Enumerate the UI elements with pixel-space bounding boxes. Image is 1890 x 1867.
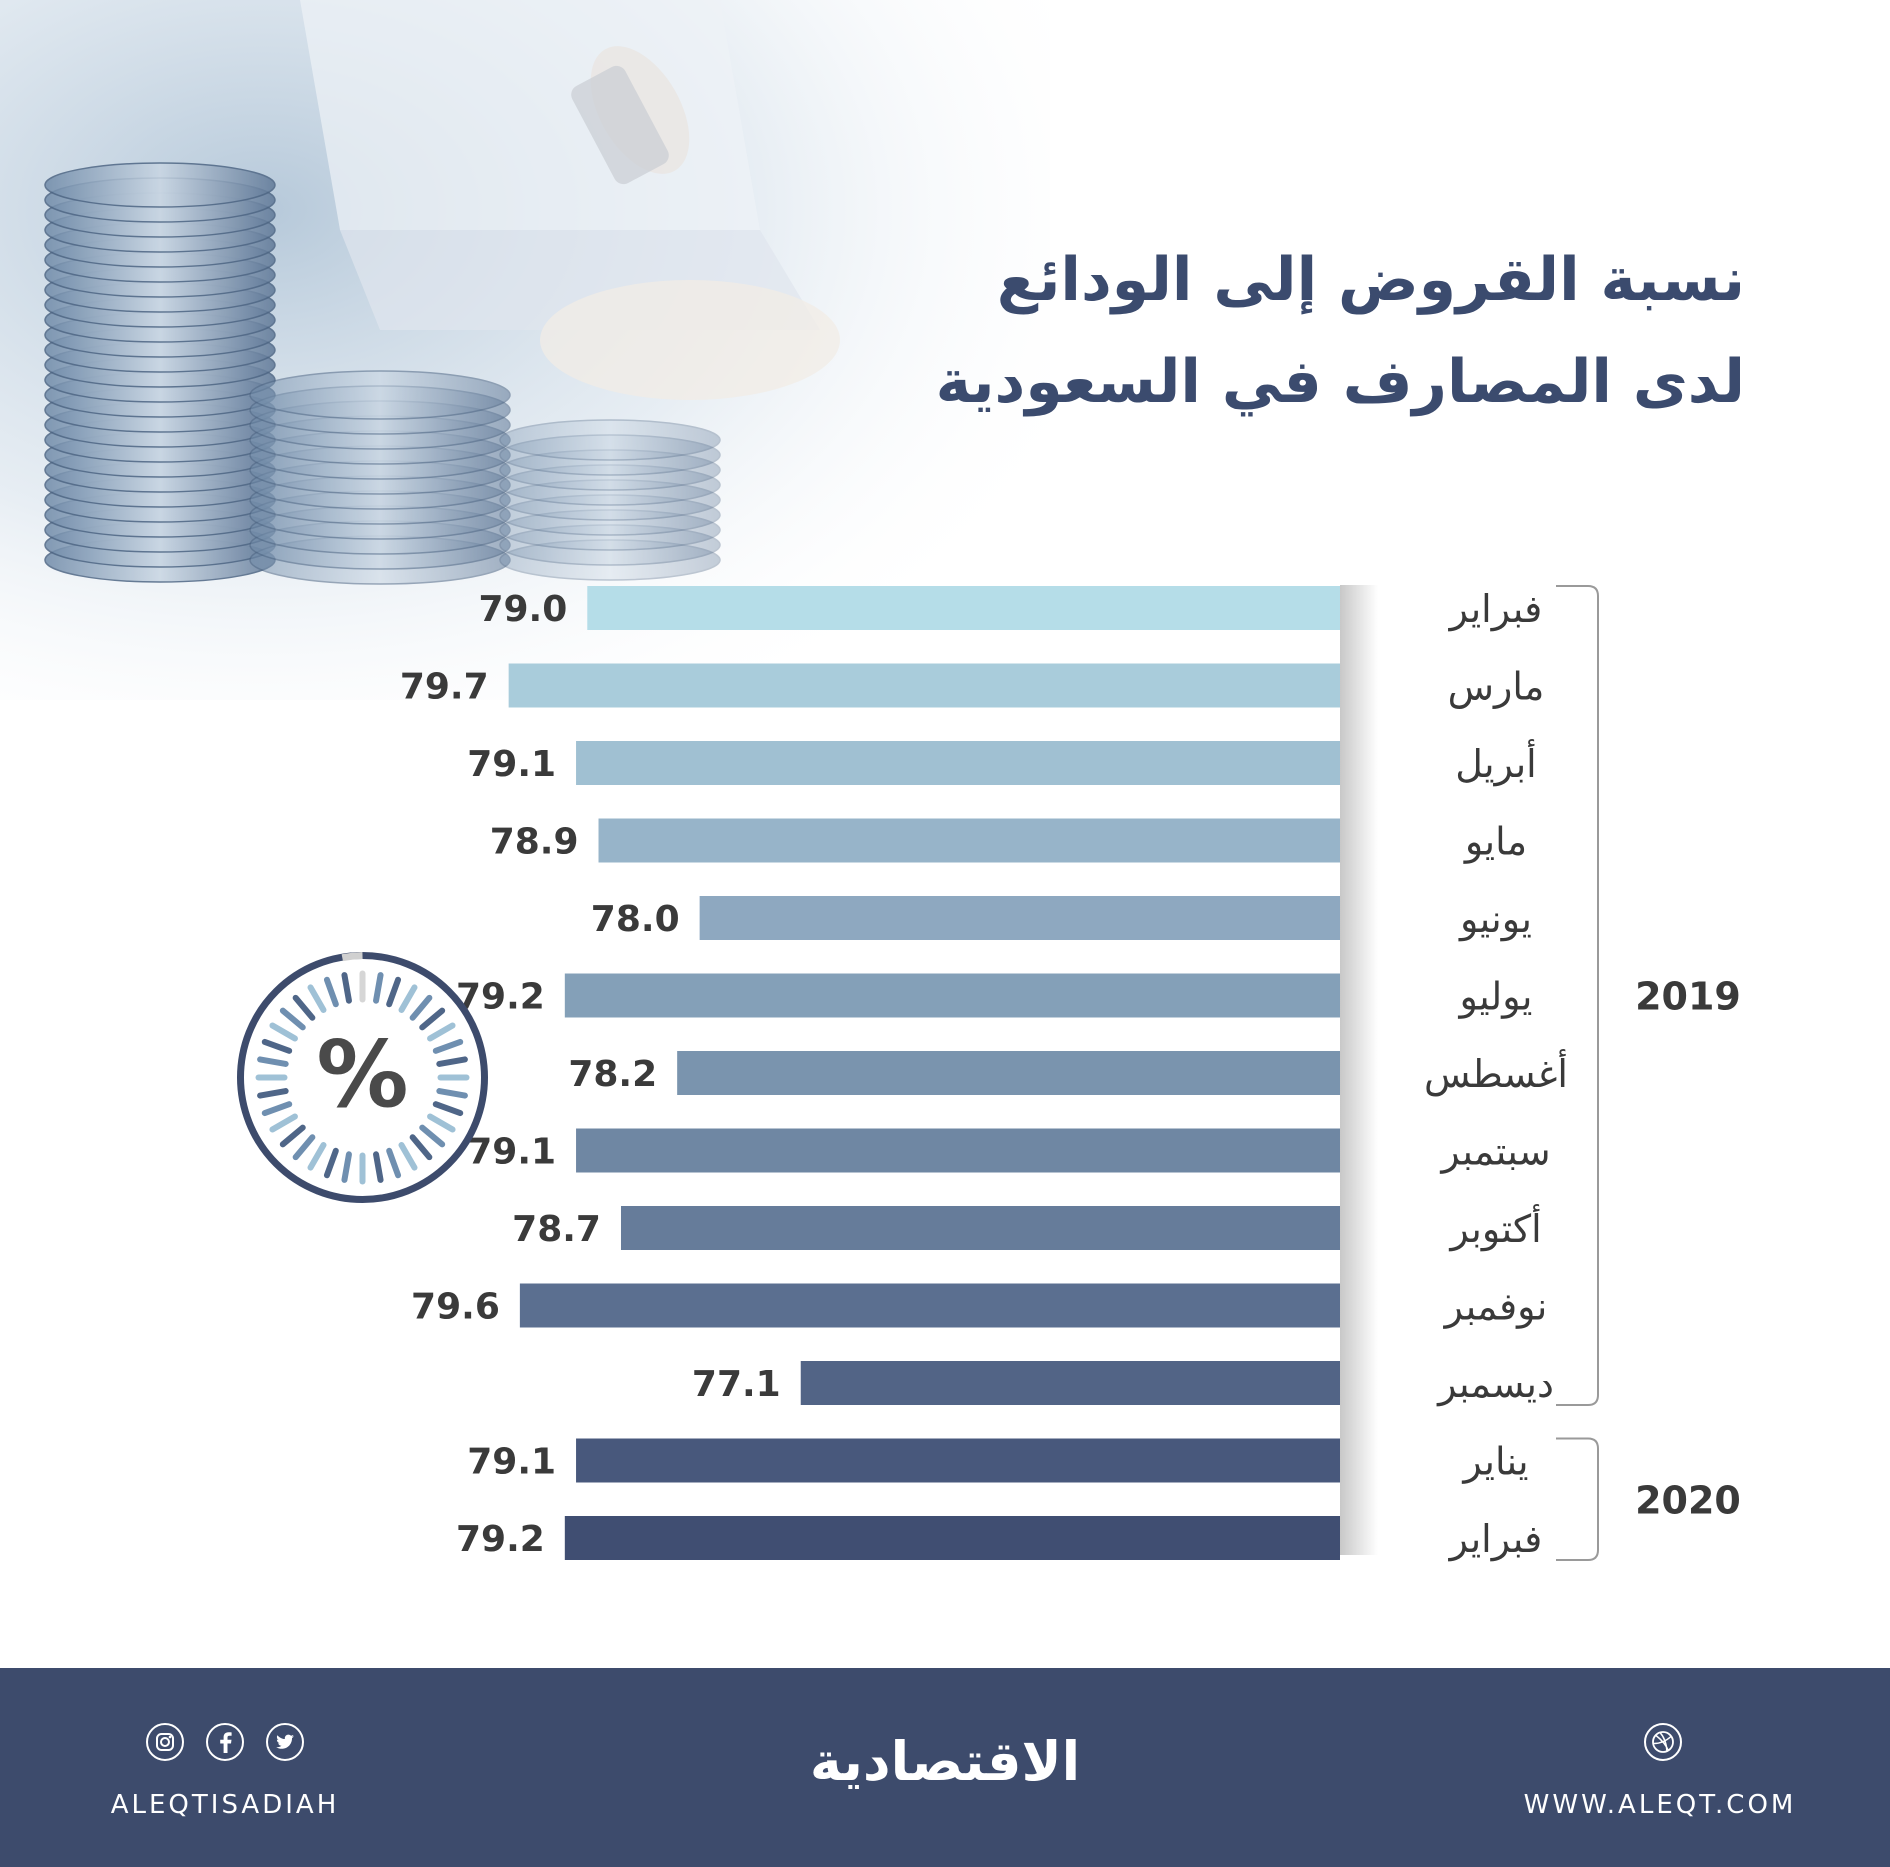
gauge-tick: [323, 976, 339, 1008]
bar-value-label: 78.7: [512, 1209, 601, 1250]
gauge-tick: [386, 976, 402, 1008]
month-label: يوليو: [1458, 975, 1533, 1020]
month-label: مارس: [1448, 665, 1545, 709]
footer: ALEQTISADIAH الاقتصادية WWW.ALEQT.COM: [0, 1668, 1890, 1867]
gauge-tick: [427, 1113, 456, 1133]
month-label: مايو: [1463, 820, 1527, 865]
gauge-tick: [436, 1088, 468, 1099]
bar: [564, 1516, 1340, 1560]
month-label: فبراير: [1448, 587, 1543, 632]
gauge-tick: [427, 1022, 456, 1042]
gauge-tick: [398, 984, 418, 1013]
bar: [576, 741, 1340, 785]
month-label: يونيو: [1458, 897, 1532, 942]
year-label: 2019: [1635, 975, 1741, 1019]
social-handle[interactable]: ALEQTISADIAH: [110, 1790, 340, 1820]
bar-value-label: 79.0: [478, 589, 567, 630]
bar-value-label: 79.2: [456, 977, 545, 1018]
percent-gauge-icon: %: [237, 952, 488, 1203]
month-label: يناير: [1461, 1440, 1528, 1485]
gauge-tick: [307, 1142, 327, 1171]
gauge-tick: [261, 1038, 293, 1054]
bar: [699, 896, 1340, 940]
gauge-tick: [386, 1147, 402, 1179]
gauge-tick: [257, 1088, 289, 1099]
month-label: نوفمبر: [1443, 1285, 1548, 1330]
month-label: ديسمبر: [1436, 1362, 1554, 1407]
gauge-tick: [292, 1134, 316, 1161]
gauge-tick: [279, 1007, 306, 1031]
bar: [576, 1128, 1340, 1173]
bar-value-label: 78.2: [568, 1054, 657, 1095]
month-label: فبراير: [1448, 1517, 1543, 1562]
gauge-tick: [432, 1101, 464, 1117]
bar: [587, 586, 1340, 630]
gauge-tick: [398, 1142, 418, 1171]
bar: [508, 663, 1340, 708]
website-url[interactable]: WWW.ALEQT.COM: [1523, 1790, 1797, 1820]
bar: [519, 1283, 1340, 1328]
bar-value-label: 79.1: [467, 1132, 556, 1173]
bar-chart: 79.0 79.7 79.1 78.9 78.0 79.2 78.2 79.1 78.7 79.6…: [400, 585, 1741, 1562]
bar: [598, 818, 1340, 863]
bar-value-label: 79.1: [467, 744, 556, 785]
gauge-tick: [373, 972, 384, 1004]
bar-value-label: 79.7: [400, 667, 489, 708]
month-label: سبتمبر: [1439, 1130, 1550, 1175]
instagram-icon[interactable]: [145, 1722, 185, 1762]
year-bracket: [1556, 1437, 1599, 1561]
twitter-icon[interactable]: [265, 1722, 305, 1762]
gauge-tick: [279, 1124, 306, 1148]
bar-value-label: 77.1: [692, 1364, 781, 1405]
year-label: 2020: [1635, 1478, 1741, 1522]
bar: [620, 1206, 1340, 1250]
brand-logo: الاقتصادية: [809, 1730, 1081, 1793]
gauge-tick: [341, 1151, 352, 1183]
bar-value-label: 79.1: [467, 1442, 556, 1483]
hero-background: [0, 0, 1050, 700]
bar-value-label: 79.2: [456, 1519, 545, 1560]
chart-subtitle: لدى المصارف في السعودية: [935, 347, 1745, 417]
bar-value-label: 78.0: [591, 899, 680, 940]
axis-shadow: [1340, 585, 1378, 1555]
gauge-tick: [436, 1056, 468, 1067]
percent-symbol: %: [316, 1021, 408, 1128]
gauge-tick: [373, 1151, 384, 1183]
coin-stack-icon: [249, 370, 511, 585]
gauge-tick: [419, 1007, 446, 1031]
gauge-tick: [292, 994, 316, 1021]
chart-title: نسبة القروض إلى الودائع: [996, 245, 1745, 315]
bar-value-label: 78.9: [490, 822, 579, 863]
bar: [800, 1361, 1340, 1405]
month-label: أكتوبر: [1448, 1204, 1541, 1252]
coin-stack-icon: [499, 419, 721, 581]
gauge-tick: [419, 1124, 446, 1148]
bar: [576, 1438, 1340, 1483]
gauge-tick: [269, 1022, 298, 1042]
gauge-tick: [432, 1038, 464, 1054]
bar-value-label: 79.6: [411, 1287, 500, 1328]
year-bracket: [1556, 585, 1599, 1406]
gauge-tick: [341, 972, 352, 1004]
dribbble-icon[interactable]: [1643, 1722, 1683, 1762]
month-label: أغسطس: [1424, 1049, 1568, 1096]
gauge-tick: [307, 984, 327, 1013]
coin-stack-icon: [44, 162, 276, 583]
gauge-tick: [409, 994, 433, 1021]
gauge-tick: [261, 1101, 293, 1117]
bar: [564, 973, 1340, 1018]
gauge-tick: [409, 1134, 433, 1161]
gauge-tick: [323, 1147, 339, 1179]
month-label: أبريل: [1455, 739, 1536, 787]
gauge-tick: [257, 1056, 289, 1067]
facebook-icon[interactable]: [205, 1722, 245, 1762]
bar: [677, 1051, 1340, 1095]
gauge-tick: [269, 1113, 298, 1133]
